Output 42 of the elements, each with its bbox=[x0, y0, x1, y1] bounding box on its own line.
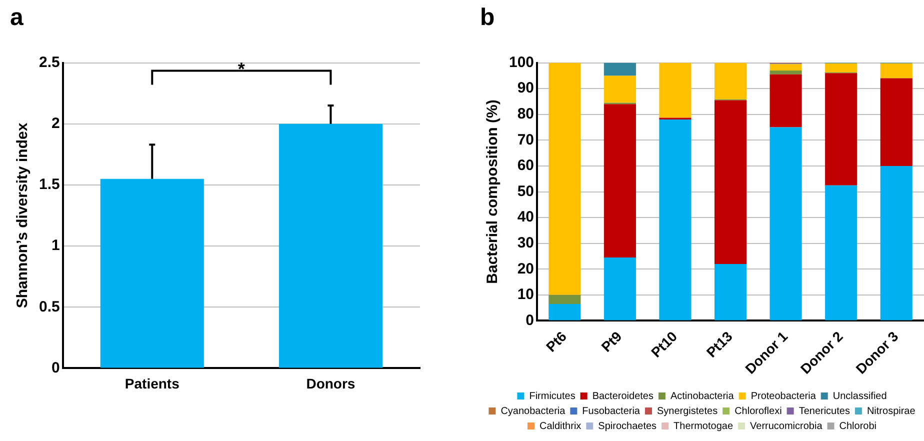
x-tick-label: Pt9 bbox=[598, 328, 625, 355]
chart-title: a bbox=[10, 4, 24, 32]
y-tick-label: 1.5 bbox=[38, 176, 60, 194]
legend-label: Proteobacteria bbox=[750, 390, 816, 402]
x-tick-label: Donors bbox=[306, 375, 356, 392]
legend-label: Verrucomicrobia bbox=[750, 420, 823, 432]
y-tick-label: 2.5 bbox=[38, 54, 60, 71]
annotation: * bbox=[238, 58, 245, 79]
y-tick-label: 2 bbox=[52, 115, 60, 132]
y-tick-label: 40 bbox=[517, 208, 534, 226]
y-tick-label: 80 bbox=[517, 106, 534, 123]
y-tick-label: 0 bbox=[52, 359, 60, 376]
legend-label: Thermotogae bbox=[674, 420, 734, 432]
legend-label: Nitrospirae bbox=[866, 406, 916, 417]
y-tick-label: 60 bbox=[517, 157, 534, 174]
legend-label: Unclassified bbox=[832, 390, 887, 402]
y-axis-title: Shannon’s diversity index bbox=[14, 122, 32, 308]
y-tick-label: 30 bbox=[517, 234, 534, 252]
x-tick-label: Pt6 bbox=[542, 328, 570, 355]
legend-label: Synergistetes bbox=[656, 406, 718, 417]
x-tick-label: Patients bbox=[124, 375, 180, 392]
y-tick-label: 70 bbox=[517, 131, 534, 148]
legend-label: Fusobacteria bbox=[582, 406, 640, 417]
legend-label: Chlorobi bbox=[839, 420, 877, 432]
y-tick-label: 0.5 bbox=[38, 298, 60, 316]
legend-label: Actinobacteria bbox=[670, 390, 734, 402]
y-tick-label: 100 bbox=[508, 54, 534, 71]
legend-label: Firmicutes bbox=[529, 390, 576, 402]
y-tick-label: 90 bbox=[517, 80, 534, 97]
legend-label: Spirochaetes bbox=[598, 420, 657, 432]
y-axis-title: Bacterial composition (%) bbox=[484, 100, 502, 284]
y-tick-label: 0 bbox=[526, 312, 534, 329]
legend-label: Tenericutes bbox=[798, 406, 850, 417]
y-tick-label: 20 bbox=[517, 260, 534, 278]
chart-title: b bbox=[480, 4, 495, 32]
legend-label: Chloroflexi bbox=[734, 406, 782, 417]
y-tick-label: 50 bbox=[517, 182, 534, 200]
legend-label: Bacteroidetes bbox=[592, 390, 654, 402]
legend-label: Cyanobacteria bbox=[500, 406, 566, 417]
y-tick-label: 1 bbox=[52, 237, 60, 254]
y-tick-label: 10 bbox=[517, 286, 534, 304]
legend-label: Caldithrix bbox=[539, 420, 582, 432]
